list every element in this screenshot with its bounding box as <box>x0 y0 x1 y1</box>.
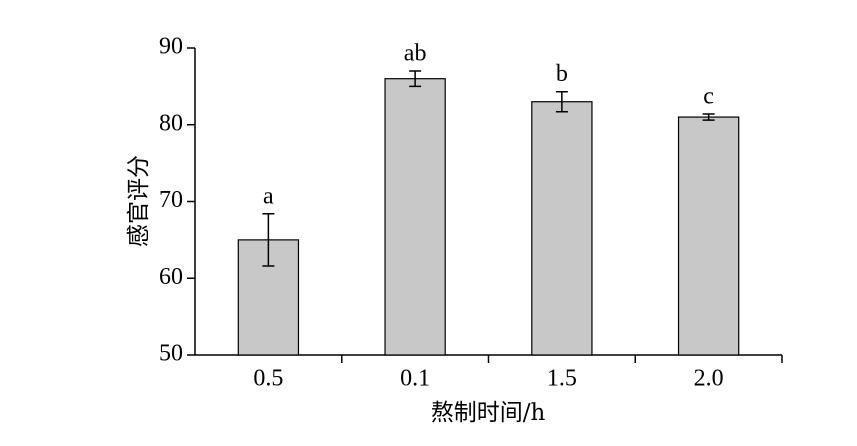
y-tick-label: 50 <box>159 341 183 367</box>
y-tick-label: 70 <box>159 187 183 213</box>
error-bar <box>409 70 422 88</box>
annotation: b <box>556 61 568 87</box>
x-tick-label: 2.0 <box>694 366 724 392</box>
error-bar <box>555 90 568 113</box>
x-axis-label: 熬制时间/h <box>431 400 546 426</box>
error-bar <box>262 213 275 267</box>
x-tick-label: 1.5 <box>547 366 577 392</box>
bar <box>531 101 593 356</box>
y-tick-label: 60 <box>159 264 183 290</box>
y-axis-label: 感官评分 <box>126 155 152 247</box>
error-bar <box>702 113 715 121</box>
annotation: c <box>703 84 714 110</box>
bar <box>677 116 740 356</box>
annotation: ab <box>404 41 427 67</box>
bar <box>384 78 446 356</box>
y-tick-label: 90 <box>159 34 183 60</box>
y-tick-label: 80 <box>159 110 183 136</box>
x-tick-label: 0.1 <box>400 366 430 392</box>
x-tick-label: 0.5 <box>253 366 283 392</box>
annotation: a <box>263 183 274 209</box>
